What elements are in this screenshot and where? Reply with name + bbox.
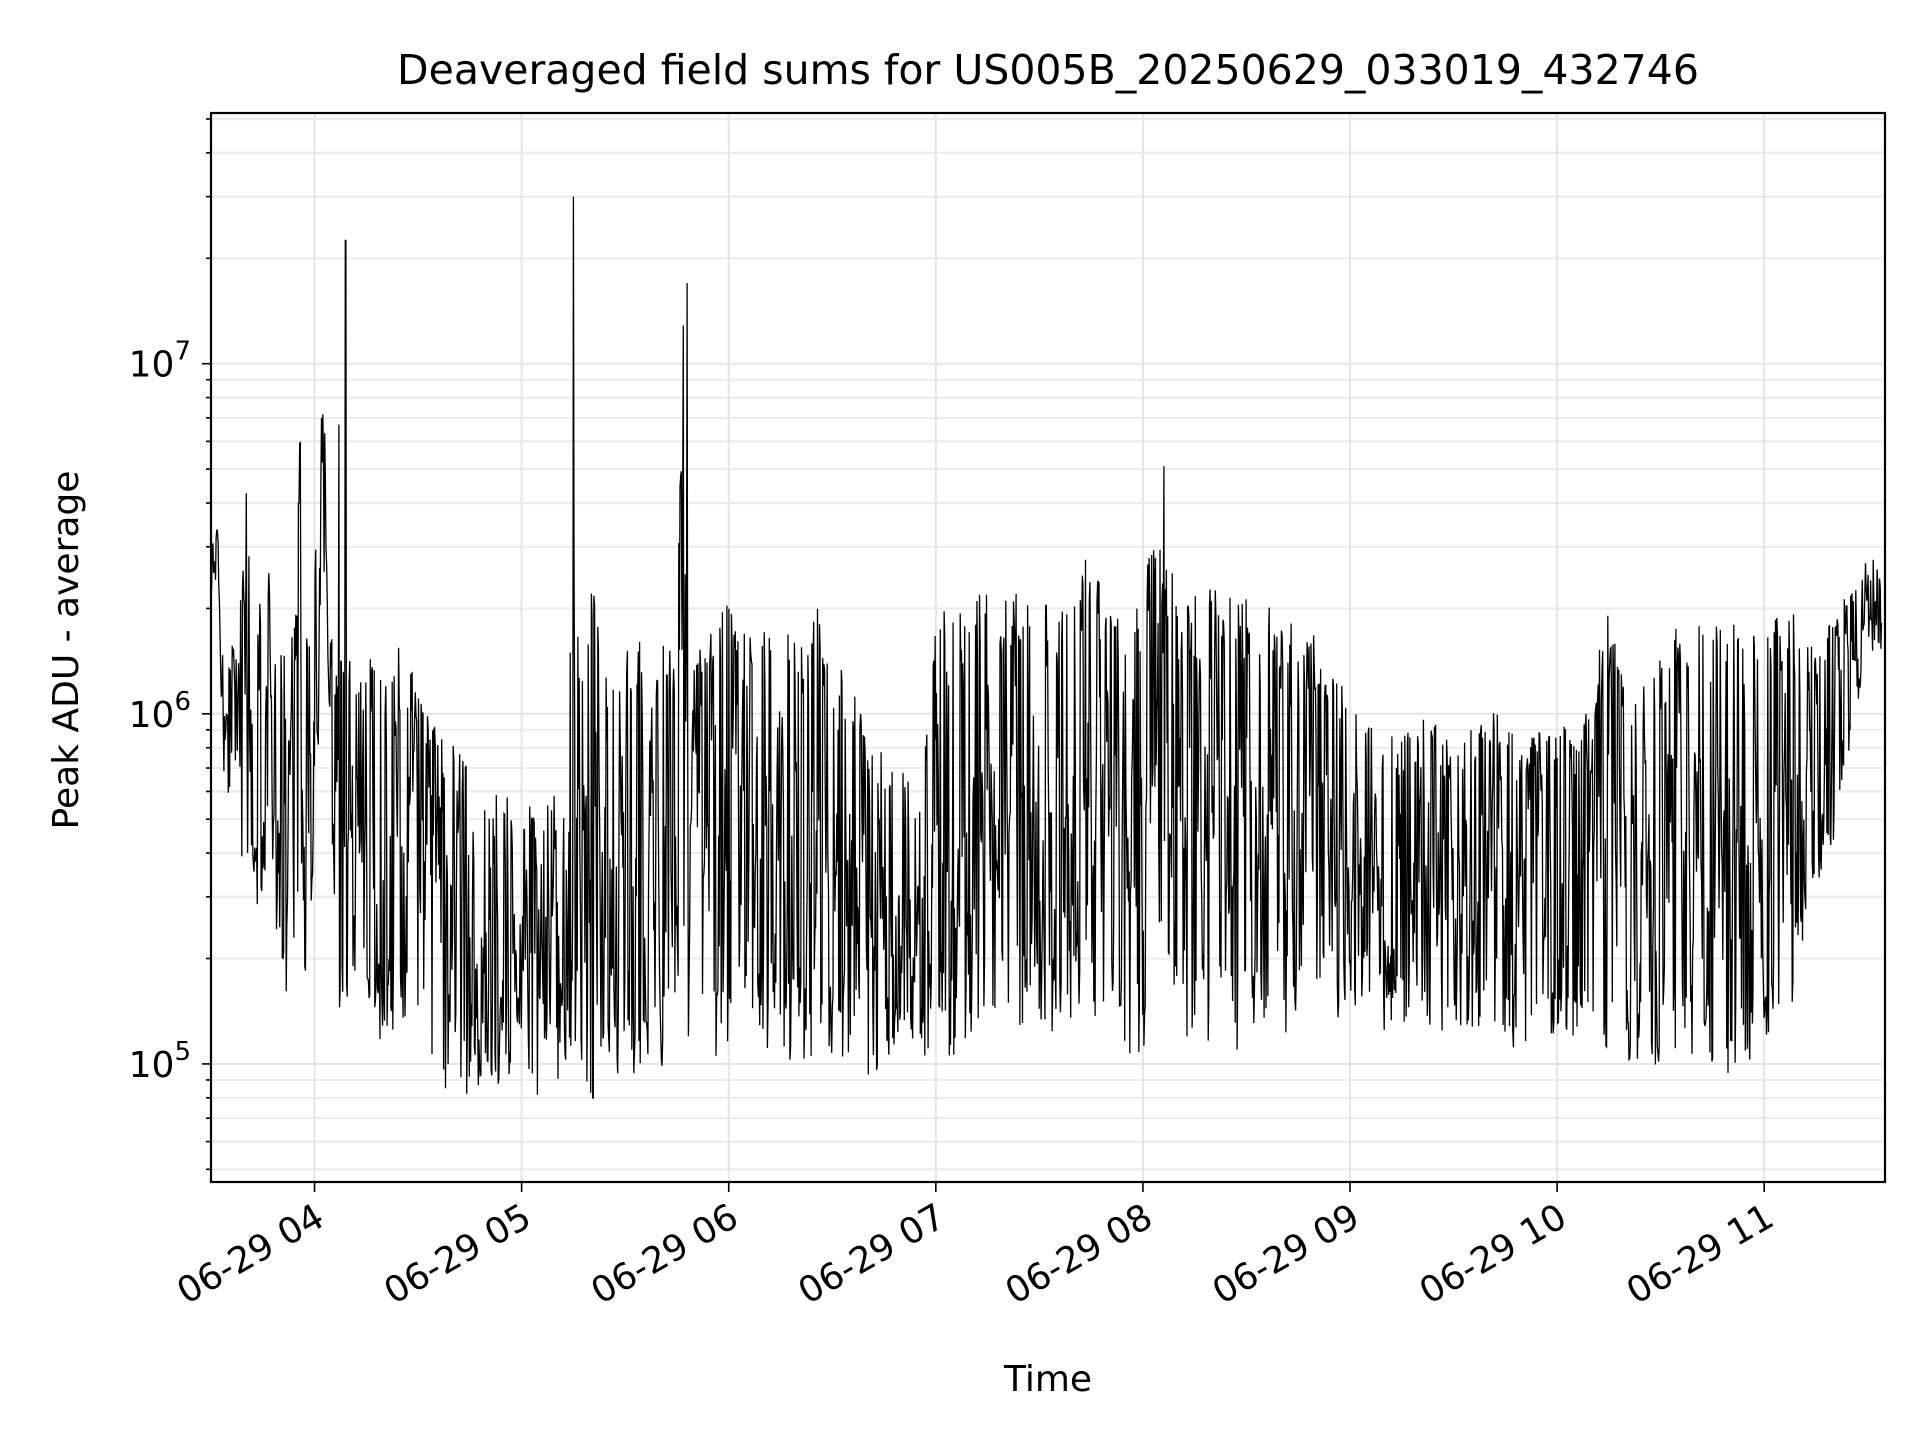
y-tick-label: 106 [129, 687, 191, 736]
x-tick-label: 06-29 05 [377, 1196, 538, 1312]
x-tick-label: 06-29 07 [792, 1196, 953, 1312]
x-tick-label: 06-29 08 [999, 1196, 1160, 1312]
chart-title: Deaveraged field sums for US005B_2025062… [397, 46, 1699, 94]
x-axis-label: Time [1003, 1359, 1092, 1400]
series-layer [210, 196, 1883, 1100]
plot-frame [209, 111, 1887, 1184]
y-tick-label: 105 [129, 1037, 191, 1086]
x-tick-label: 06-29 11 [1620, 1196, 1781, 1312]
x-tick-label: 06-29 04 [170, 1196, 331, 1312]
y-tick-label: 107 [129, 337, 191, 386]
x-tick-label: 06-29 06 [585, 1196, 746, 1312]
x-axis: 06-29 04 06-29 05 06-29 06 06-29 07 06-29 08… [170, 1182, 1781, 1313]
series-line-0 [210, 196, 1883, 1100]
y-axis: 105 106 107 [129, 118, 211, 1171]
x-tick-label: 06-29 09 [1206, 1196, 1367, 1312]
y-axis-label: Peak ADU - average [46, 471, 87, 830]
x-tick-label: 06-29 10 [1413, 1196, 1574, 1312]
